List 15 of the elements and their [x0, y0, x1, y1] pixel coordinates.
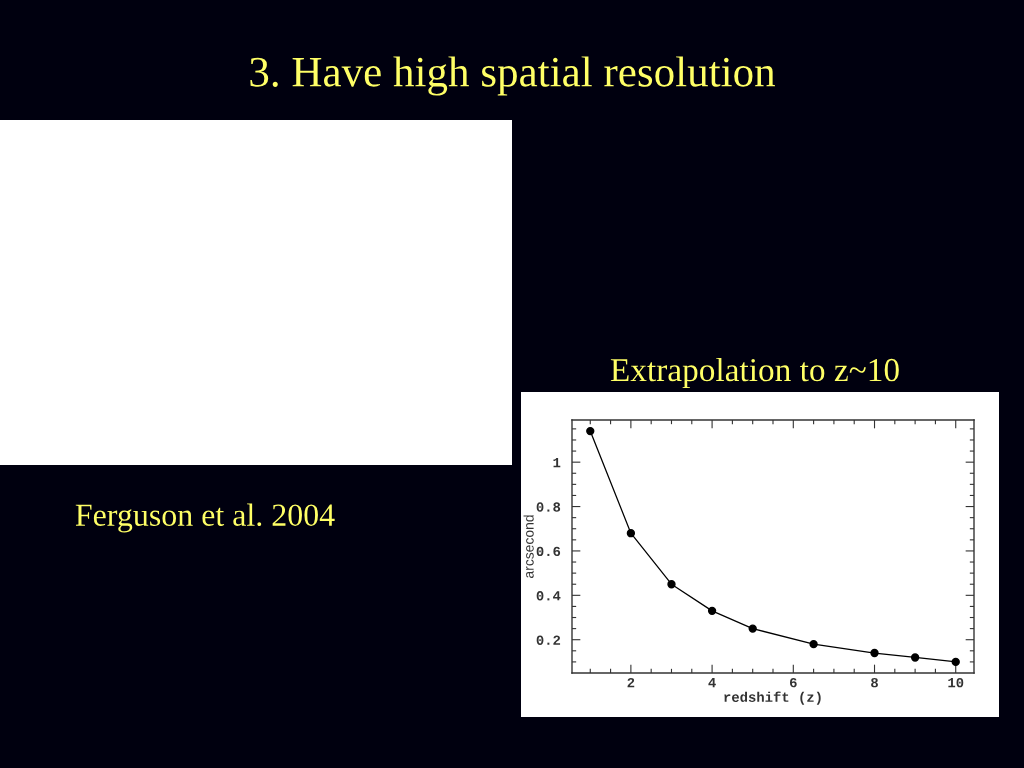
- y-tick-label: 0.4: [536, 591, 561, 601]
- y-tick-label: 1: [553, 458, 561, 468]
- x-tick-label: 6: [789, 677, 797, 688]
- y-tick-label: 0.8: [536, 502, 561, 512]
- y-tick-label: 0.2: [536, 635, 561, 645]
- x-tick-label: 2: [627, 677, 635, 688]
- chart-title: 3. Have high spatial resolution: [250, 56, 775, 96]
- chart-subtitle: Extrapolation to z~10: [610, 357, 899, 389]
- text: Ferguson et al. 2004: [75, 503, 335, 533]
- x-axis-title: redshift (z): [724, 691, 821, 705]
- x-tick-label: 8: [871, 677, 878, 688]
- x-tick-label: 4: [708, 678, 716, 688]
- y-axis-title: arcsecond: [523, 515, 534, 578]
- y-tick-label: 0.6: [536, 546, 561, 557]
- x-tick-label: 10: [948, 677, 964, 688]
